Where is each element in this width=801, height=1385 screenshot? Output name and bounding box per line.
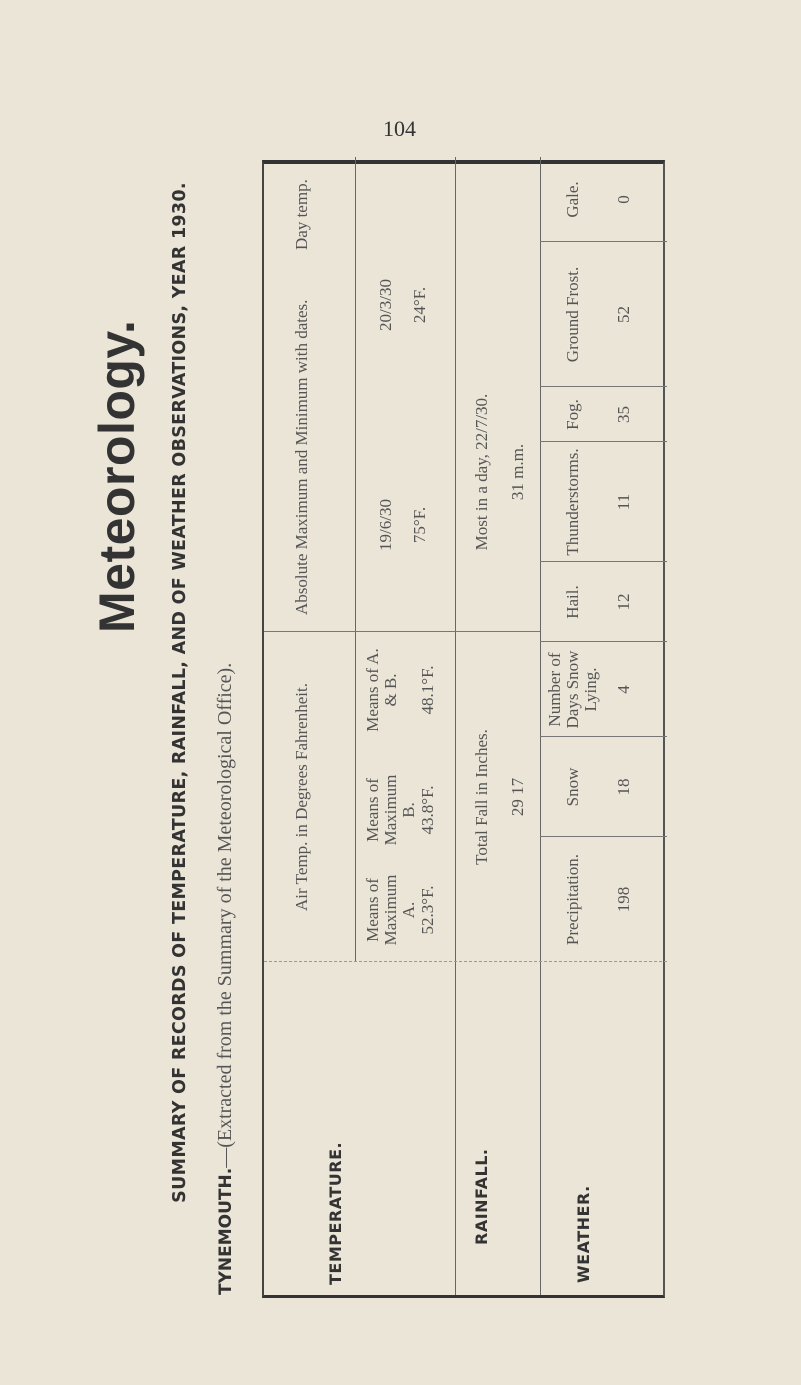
total-fall-header: Total Fall in Inches. [472, 729, 491, 865]
source-text: —(Extracted from the Summary of the Mete… [214, 662, 236, 1168]
most-in-day-header: Most in a day, 22/7/30. [472, 393, 491, 551]
weather-item-value: 0 [614, 195, 633, 204]
mean-max-a-value: 52.3°F. [418, 885, 437, 935]
weather-item-label: Snow [563, 767, 582, 807]
weather-item-label: Fog. [563, 399, 582, 430]
rainfall-label: RAINFALL. [472, 1148, 491, 1246]
source-line: TYNEMOUTH.—(Extracted from the Summary o… [214, 663, 237, 1295]
min-value: 24°F. [410, 286, 429, 324]
mean-max-b-label: Means of Maximum B. [363, 774, 418, 846]
records-table: TEMPERATURE. RAINFALL. WEATHER. Air Temp… [262, 157, 667, 1298]
air-temp-header: Air Temp. in Degrees Fahrenheit. [292, 683, 311, 911]
max-date: 19/6/30 [376, 499, 395, 551]
divider [540, 441, 667, 442]
divider [455, 157, 456, 1295]
divider [540, 386, 667, 387]
mean-ab-label: Means of A. & B. [363, 648, 400, 732]
day-temp-label: Day temp. [292, 179, 311, 250]
divider [540, 836, 667, 837]
weather-label: WEATHER. [574, 1185, 593, 1283]
mean-max-a-label: Means of Maximum A. [363, 874, 418, 946]
divider [540, 561, 667, 562]
temperature-label: TEMPERATURE. [326, 1141, 345, 1285]
min-date: 20/3/30 [376, 279, 395, 331]
weather-item-value: 11 [614, 493, 633, 511]
weather-item-value: 198 [614, 886, 633, 913]
weather-item-label: Thunderstorms. [563, 448, 582, 556]
most-in-day-value: 31 m.m. [508, 443, 527, 501]
source-place: TYNEMOUTH. [216, 1167, 236, 1295]
absolute-header: Absolute Maximum and Minimum with dates. [292, 299, 311, 615]
weather-item-value: 4 [614, 685, 633, 694]
page-number: 104 [383, 116, 416, 141]
mean-max-b-value: 43.8°F. [418, 785, 437, 835]
weather-item-value: 35 [614, 406, 633, 423]
divider [264, 961, 667, 962]
divider [540, 241, 667, 242]
weather-item-label: Hail. [563, 585, 582, 619]
page-title: Meteorology. [89, 319, 145, 633]
weather-item-label: Ground Frost. [563, 266, 582, 363]
divider [355, 157, 356, 962]
weather-item-value: 12 [614, 593, 633, 611]
max-value: 75°F. [410, 506, 429, 544]
summary-heading: SUMMARY OF RECORDS OF TEMPERATURE, RAINF… [170, 182, 190, 1203]
weather-item-value: 52 [614, 306, 633, 323]
weather-item-label: Precipitation. [563, 853, 582, 946]
divider [540, 157, 541, 1295]
weather-item-label: Gale. [563, 181, 582, 218]
weather-item-value: 18 [614, 778, 633, 796]
total-fall-value: 29 17 [508, 777, 527, 817]
weather-item-label: Number of Days Snow Lying. [545, 650, 600, 729]
mean-ab-value: 48.1°F. [418, 665, 437, 715]
